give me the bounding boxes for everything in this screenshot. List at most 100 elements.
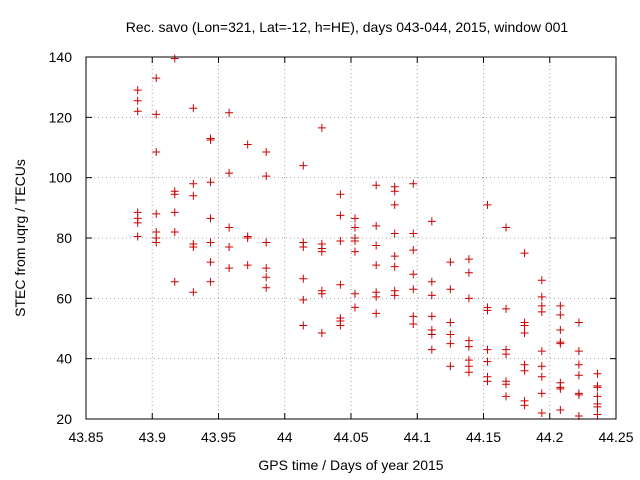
data-point [206, 135, 215, 144]
data-point [262, 172, 271, 181]
data-point [390, 291, 399, 300]
data-point [427, 345, 436, 354]
data-point [409, 179, 418, 188]
data-point [556, 405, 565, 414]
x-tick-label: 43.9 [139, 429, 166, 445]
data-point [262, 264, 271, 273]
data-point [537, 372, 546, 381]
data-point [409, 229, 418, 238]
data-point [189, 191, 198, 200]
data-point [537, 389, 546, 398]
x-tick-label: 44.05 [333, 429, 368, 445]
y-tick-label: 40 [56, 351, 72, 367]
data-point [556, 326, 565, 335]
data-point [336, 280, 345, 289]
data-point [464, 268, 473, 277]
data-point [446, 258, 455, 267]
data-point [390, 252, 399, 261]
data-point [317, 123, 326, 132]
data-point [446, 285, 455, 294]
data-point [390, 200, 399, 209]
data-point [225, 108, 234, 117]
data-point [262, 283, 271, 292]
data-point [409, 270, 418, 279]
x-tick-label: 44.25 [598, 429, 633, 445]
data-point [464, 255, 473, 264]
data-point [299, 295, 308, 304]
data-point [170, 54, 179, 63]
data-point [336, 237, 345, 246]
y-axis-label: STEC from uqrg / TECUs [12, 159, 28, 317]
data-point [372, 292, 381, 301]
data-point [299, 321, 308, 330]
data-point [537, 276, 546, 285]
data-point [372, 261, 381, 270]
data-point [152, 148, 161, 157]
data-point [537, 292, 546, 301]
data-point [170, 277, 179, 286]
x-tick-label: 44 [277, 429, 293, 445]
data-point [225, 243, 234, 252]
x-tick-labels: 43.85 43.9 43.95 44 44.05 44.1 44.15 44.2 44.25 [68, 429, 633, 445]
y-tick-label: 20 [56, 411, 72, 427]
data-point [372, 309, 381, 318]
data-point [537, 307, 546, 316]
data-point [206, 238, 215, 247]
data-point [317, 289, 326, 298]
data-point [189, 104, 198, 113]
data-point [390, 262, 399, 271]
data-point [520, 321, 529, 330]
data-point [372, 241, 381, 250]
y-tick-label: 100 [49, 170, 73, 186]
data-point [170, 190, 179, 199]
data-point [483, 345, 492, 354]
data-point [427, 217, 436, 226]
y-tick-label: 80 [56, 230, 72, 246]
data-point [350, 237, 359, 246]
data-point [593, 392, 602, 401]
data-point [262, 273, 271, 282]
data-point [225, 169, 234, 178]
data-point [537, 347, 546, 356]
data-point [520, 401, 529, 410]
x-tick-label: 43.85 [68, 429, 103, 445]
data-point [446, 318, 455, 327]
data-point [350, 223, 359, 232]
data-point [243, 140, 252, 149]
data-point [336, 211, 345, 220]
data-point [206, 214, 215, 223]
data-point [133, 218, 142, 227]
data-point [520, 329, 529, 338]
y-tick-labels: 20 40 60 80 100 120 140 [49, 49, 73, 427]
data-point [502, 380, 511, 389]
y-tick-label: 120 [49, 109, 73, 125]
data-point [189, 243, 198, 252]
data-point [464, 368, 473, 377]
data-point [409, 319, 418, 328]
data-point [593, 410, 602, 419]
data-point [152, 74, 161, 83]
data-point [446, 362, 455, 371]
data-point [427, 291, 436, 300]
data-point [243, 234, 252, 242]
y-tick-label: 60 [56, 290, 72, 306]
data-point [556, 310, 565, 319]
data-point [350, 303, 359, 312]
data-point [299, 161, 308, 170]
data-point [464, 342, 473, 351]
data-point [446, 330, 455, 339]
data-point [133, 86, 142, 95]
data-point [262, 238, 271, 247]
data-point [556, 301, 565, 310]
x-axis-label: GPS time / Days of year 2015 [258, 457, 443, 473]
data-point [133, 96, 142, 105]
data-point [170, 227, 179, 236]
x-tick-label: 43.95 [201, 429, 236, 445]
data-point [350, 214, 359, 223]
data-point [593, 383, 602, 392]
data-point [574, 390, 583, 399]
data-point [502, 350, 511, 359]
data-point [262, 148, 271, 157]
data-point [133, 232, 142, 241]
data-point [372, 181, 381, 190]
